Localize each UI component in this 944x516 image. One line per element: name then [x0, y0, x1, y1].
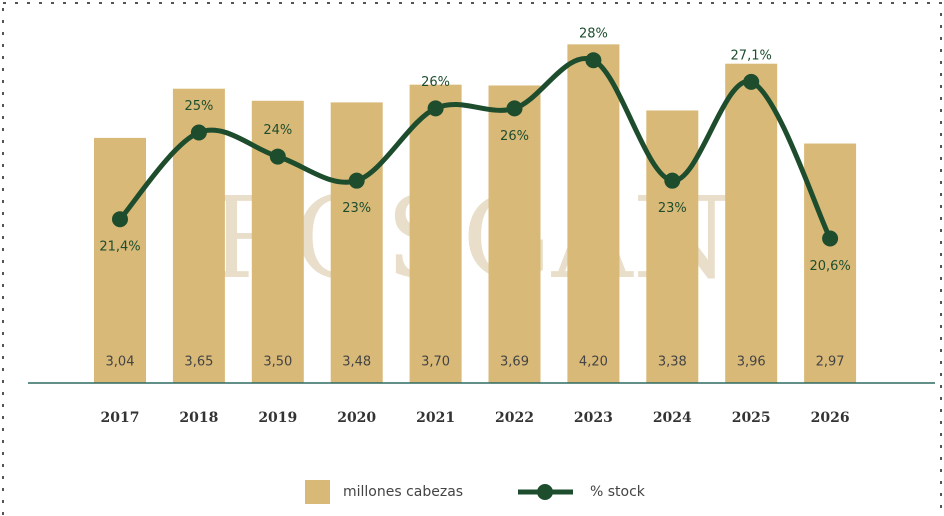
x-tick-label: 2019	[258, 410, 297, 426]
line-marker	[506, 100, 523, 117]
line-value-label: 24%	[263, 123, 292, 138]
x-tick-label: 2018	[179, 410, 218, 426]
legend-label: millones cabezas	[343, 484, 463, 500]
bar	[725, 63, 778, 384]
line-value-label: 23%	[658, 201, 687, 216]
line-marker	[348, 172, 365, 189]
x-tick-label: 2022	[495, 410, 534, 426]
line-marker	[269, 148, 286, 165]
bar-value-label: 3,69	[500, 355, 529, 370]
bar	[567, 44, 620, 383]
x-tick-label: 2017	[101, 410, 140, 426]
line-value-label: 26%	[421, 75, 450, 90]
bar	[804, 143, 857, 383]
line-value-label: 25%	[184, 99, 213, 114]
bar	[409, 84, 462, 384]
line-marker	[112, 211, 128, 228]
x-tick-label: 2020	[337, 410, 376, 426]
bar	[488, 85, 541, 383]
legend-marker	[537, 484, 553, 500]
line-value-label: 21,4%	[99, 240, 140, 255]
line-marker	[664, 172, 681, 189]
x-tick-label: 2026	[811, 410, 850, 426]
bar-value-label: 2,97	[816, 355, 845, 370]
line-marker	[190, 124, 207, 141]
bar-value-label: 3,38	[658, 355, 687, 370]
line-marker	[743, 73, 760, 90]
line-value-label: 26%	[500, 129, 529, 144]
x-tick-label: 2024	[653, 410, 692, 426]
legend-swatch	[305, 480, 330, 504]
bar	[330, 102, 383, 384]
bar-value-label: 3,50	[263, 355, 292, 370]
bar	[251, 100, 304, 383]
legend-label: % stock	[590, 484, 646, 500]
line-marker	[822, 230, 839, 247]
bar	[94, 137, 146, 383]
line-value-label: 20,6%	[809, 259, 850, 274]
line-value-label: 27,1%	[731, 48, 772, 63]
bar-value-label: 4,20	[579, 355, 608, 370]
line-value-label: 28%	[579, 27, 608, 42]
line-marker	[585, 52, 602, 69]
bar-value-label: 3,65	[184, 355, 213, 370]
bar-value-label: 3,04	[106, 355, 135, 370]
x-tick-label: 2023	[574, 410, 613, 426]
bar	[646, 110, 699, 383]
x-tick-label: 2025	[732, 410, 771, 426]
bar-value-label: 3,70	[421, 355, 450, 370]
line-marker	[427, 100, 444, 117]
line-value-label: 23%	[342, 201, 371, 216]
bar-value-label: 3,48	[342, 355, 371, 370]
bar-value-label: 3,96	[737, 355, 766, 370]
x-tick-label: 2021	[416, 410, 455, 426]
